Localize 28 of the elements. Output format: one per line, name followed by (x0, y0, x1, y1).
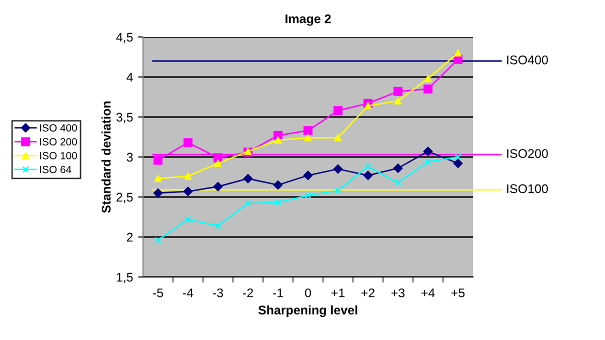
x-tick-label: +1 (331, 288, 345, 298)
y-tick-label: 4 (126, 72, 133, 82)
y-tick-label: 4,5 (116, 32, 133, 44)
x-tick-label: +5 (451, 288, 465, 298)
x-tick-label: +2 (361, 288, 374, 298)
x-tick-label: -5 (153, 288, 164, 298)
x-tick-label: +4 (421, 288, 435, 298)
legend-label: ISO 200 (40, 138, 77, 146)
y-axis-title: Standard deviation (101, 102, 111, 213)
y-tick-label: 3,5 (116, 112, 133, 124)
legend-label: ISO 64 (40, 166, 72, 174)
chart-title: Image 2 (286, 14, 331, 26)
y-tick-label: 2 (126, 232, 133, 242)
x-tick-label: -2 (243, 288, 253, 298)
legend-label: ISO 400 (40, 124, 77, 132)
y-tick-label: 2,5 (116, 192, 133, 204)
ref-line-label: ISO100 (507, 184, 548, 194)
x-tick-label: 0 (305, 288, 311, 298)
x-tick-label: -4 (183, 288, 194, 298)
ref-line-label: ISO400 (507, 56, 548, 64)
x-tick-label: -1 (273, 288, 283, 298)
x-tick-label: +3 (391, 288, 405, 298)
y-tick-label: 1,5 (116, 272, 133, 284)
legend-label: ISO 100 (40, 152, 77, 160)
ref-line-label: ISO200 (507, 149, 548, 158)
y-tick-label: 3 (126, 152, 133, 162)
x-tick-label: -3 (213, 288, 224, 298)
x-axis-title: Sharpening level (258, 305, 358, 318)
